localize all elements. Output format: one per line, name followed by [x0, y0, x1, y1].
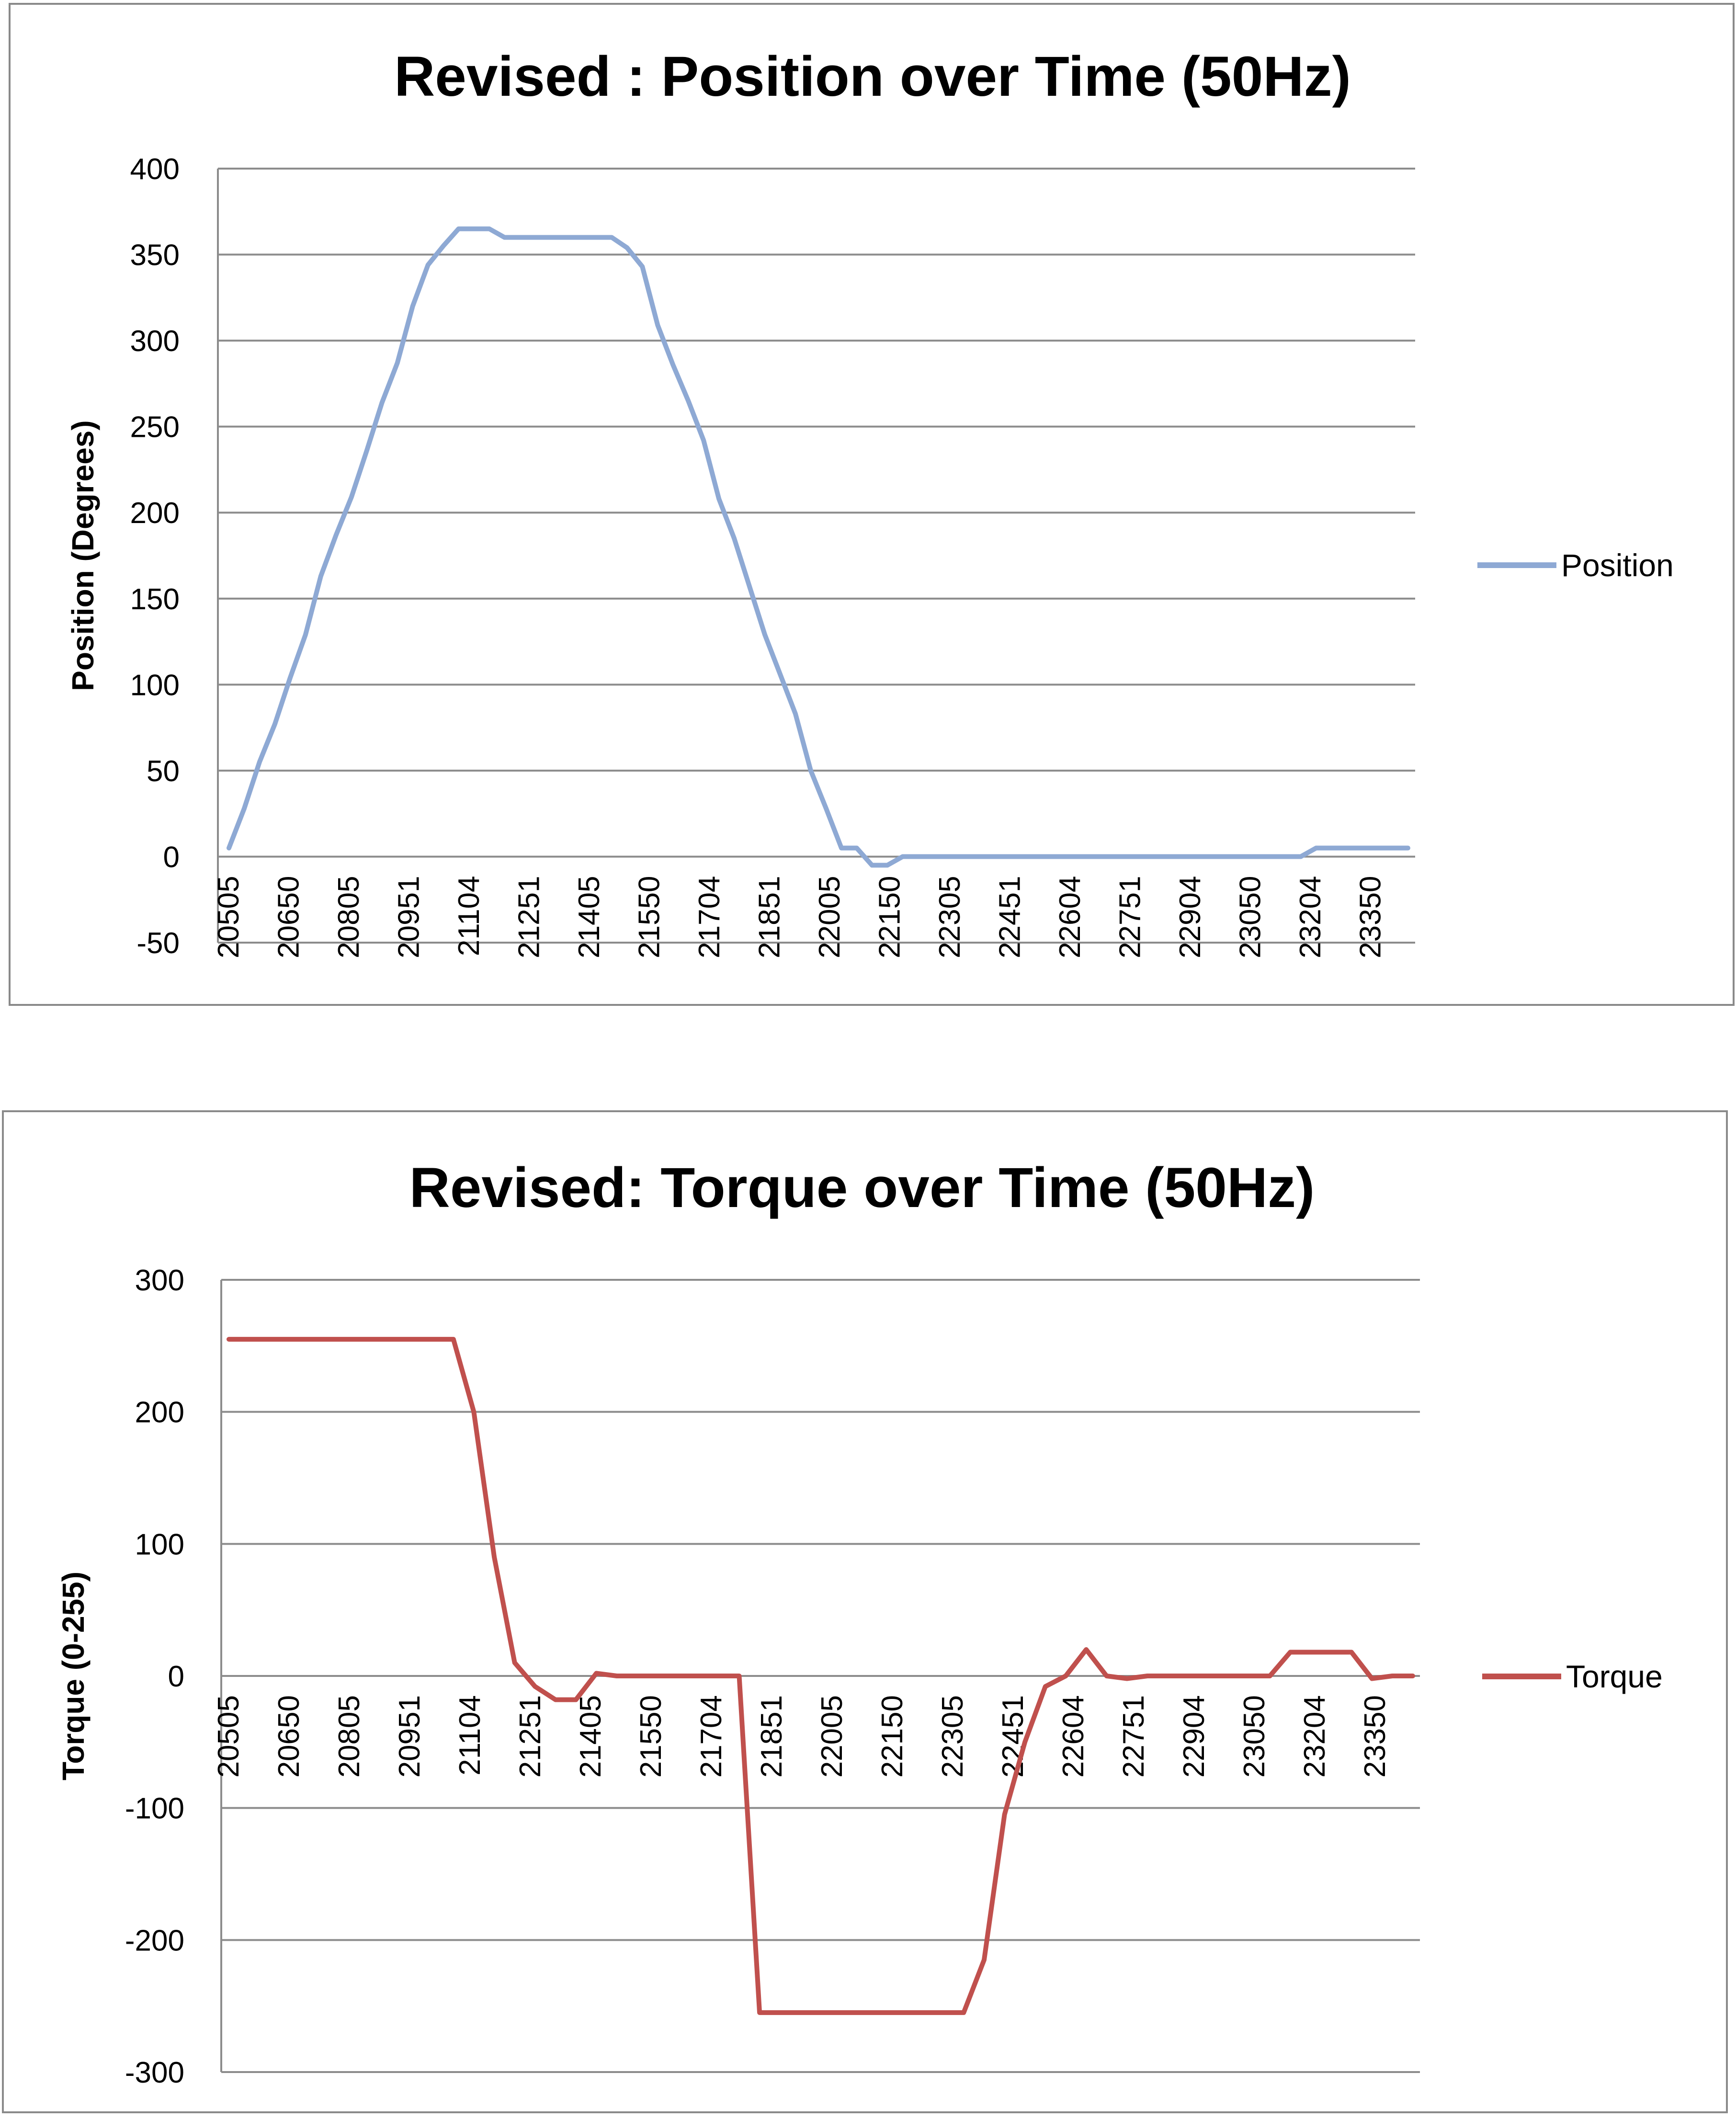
y-tick-label: 250 [130, 411, 180, 444]
y-tick-label: -200 [125, 1924, 184, 1957]
x-tick-label: 21851 [753, 876, 786, 958]
x-tick-label: 23204 [1298, 1695, 1331, 1777]
x-tick-label: 21405 [573, 876, 606, 958]
x-tick-label: 22150 [874, 876, 907, 958]
chart-2-frame [2, 1110, 1728, 2113]
x-tick-label: 22904 [1174, 876, 1207, 958]
x-tick-label: 22604 [1057, 1695, 1090, 1777]
x-tick-label: 23350 [1359, 1695, 1392, 1777]
series-line-position [227, 226, 1410, 868]
y-tick-label: 400 [130, 153, 180, 186]
x-tick-label: 23204 [1294, 876, 1327, 958]
x-tick-label: 22451 [997, 1695, 1030, 1777]
y-tick-label: 200 [130, 497, 180, 530]
x-tick-label: 21704 [695, 1695, 728, 1777]
torque-chart: Revised: Torque over Time (50Hz) Torque (… [56, 1156, 1663, 2089]
x-tick-label: 20805 [333, 1695, 366, 1777]
x-tick-label: 21251 [514, 1695, 547, 1777]
position-chart: Revised : Position over Time (50Hz) Posit… [66, 45, 1674, 960]
y-tick-label: 50 [147, 755, 180, 788]
x-tick-label: 21104 [453, 876, 486, 956]
y-tick-label: 300 [130, 325, 180, 358]
y-tick-label: -300 [125, 2056, 184, 2089]
x-tick-label: 22904 [1178, 1695, 1211, 1777]
x-tick-label: 22751 [1114, 876, 1147, 958]
y-tick-label: -50 [136, 927, 180, 960]
x-tick-label: 20951 [393, 1695, 426, 1777]
y-tick-label: 100 [130, 669, 180, 702]
x-tick-label: 22005 [813, 876, 846, 958]
y-tick-label: 100 [135, 1528, 184, 1561]
x-tick-label: 21704 [693, 876, 726, 958]
x-tick-label: 21550 [635, 1695, 668, 1777]
x-tick-label: 21405 [574, 1695, 607, 1777]
x-tick-label: 22305 [936, 1695, 969, 1777]
y-tick-label: 150 [130, 583, 180, 616]
x-tick-label: 20650 [272, 876, 306, 958]
legend-label: Torque [1566, 1659, 1663, 1694]
legend-label: Position [1561, 547, 1674, 583]
y-tick-label: 200 [135, 1396, 184, 1429]
y-axis-label: Torque (0-255) [56, 1572, 91, 1780]
y-tick-label: 0 [168, 1660, 184, 1693]
x-tick-label: 22751 [1117, 1695, 1150, 1777]
x-tick-label: 20505 [212, 876, 245, 958]
x-tick-label: 23350 [1354, 876, 1387, 958]
y-tick-label: 0 [163, 841, 180, 874]
chart-title: Revised : Position over Time (50Hz) [394, 45, 1351, 108]
x-tick-label: 21550 [633, 876, 666, 958]
x-tick-label: 23050 [1234, 876, 1267, 958]
x-tick-label: 22005 [816, 1695, 849, 1777]
x-tick-label: 22150 [876, 1695, 909, 1777]
x-tick-label: 22305 [933, 876, 966, 958]
chart-1-frame [9, 3, 1735, 1006]
y-axis-label: Position (Degrees) [66, 420, 100, 691]
x-tick-label: 22451 [994, 876, 1027, 958]
x-tick-label: 20951 [393, 876, 426, 958]
x-tick-label: 20650 [272, 1695, 306, 1777]
y-tick-label: 300 [135, 1264, 184, 1297]
x-tick-label: 21104 [454, 1695, 487, 1776]
chart-title: Revised: Torque over Time (50Hz) [409, 1156, 1315, 1219]
y-tick-label: 350 [130, 239, 180, 272]
x-tick-label: 22604 [1054, 876, 1087, 958]
series-line-torque [227, 1337, 1415, 2015]
x-tick-label: 21251 [513, 876, 546, 958]
x-tick-label: 23050 [1238, 1695, 1271, 1777]
x-tick-label: 21851 [755, 1695, 788, 1777]
x-tick-label: 20505 [212, 1695, 245, 1777]
x-tick-label: 20805 [332, 876, 365, 958]
y-tick-label: -100 [125, 1792, 184, 1825]
